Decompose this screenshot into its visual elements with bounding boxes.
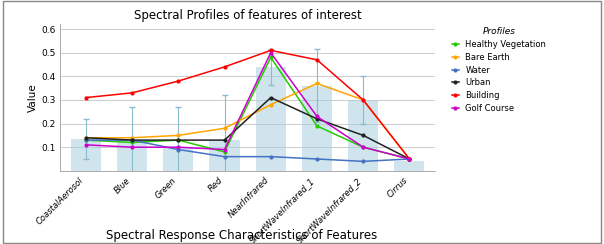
Urban [175, 139, 182, 142]
Urban [129, 139, 136, 142]
Building [267, 49, 274, 52]
Line: Healthy Vegetation: Healthy Vegetation [84, 55, 411, 161]
Golf Course [267, 51, 274, 54]
Building [221, 65, 228, 68]
Bar [394, 161, 425, 171]
Water [129, 139, 136, 142]
Bar [255, 67, 286, 171]
Bar [210, 140, 240, 171]
Text: Spectral Response Characteristics of Features: Spectral Response Characteristics of Fea… [106, 229, 378, 242]
Bar [302, 86, 332, 171]
Bare Earth [82, 136, 89, 139]
Urban [313, 117, 321, 120]
Line: Building: Building [84, 48, 411, 161]
Healthy Vegetation [267, 56, 274, 59]
Bar [348, 100, 378, 171]
Healthy Vegetation [313, 124, 321, 127]
Building [406, 158, 413, 161]
Water [313, 158, 321, 161]
Urban [221, 139, 228, 142]
Building [82, 96, 89, 99]
Title: Spectral Profiles of features of interest: Spectral Profiles of features of interes… [133, 9, 362, 22]
Bare Earth [313, 82, 321, 85]
Building [129, 92, 136, 94]
Bar [163, 147, 193, 171]
Building [359, 99, 367, 102]
Healthy Vegetation [129, 141, 136, 144]
Bare Earth [359, 99, 367, 102]
Water [359, 160, 367, 163]
Golf Course [129, 146, 136, 149]
Urban [406, 158, 413, 161]
Line: Bare Earth: Bare Earth [84, 81, 411, 161]
Healthy Vegetation [221, 151, 228, 153]
Building [175, 80, 182, 82]
Healthy Vegetation [175, 139, 182, 142]
Water [175, 148, 182, 151]
Golf Course [175, 146, 182, 149]
Bare Earth [175, 134, 182, 137]
Water [221, 155, 228, 158]
Building [313, 58, 321, 61]
Bar [71, 139, 101, 171]
Healthy Vegetation [406, 158, 413, 161]
Water [82, 139, 89, 142]
Golf Course [313, 115, 321, 118]
Golf Course [221, 148, 228, 151]
Y-axis label: Value: Value [28, 83, 39, 112]
Golf Course [359, 146, 367, 149]
Healthy Vegetation [82, 139, 89, 142]
Line: Urban: Urban [84, 95, 411, 161]
Urban [267, 96, 274, 99]
Healthy Vegetation [359, 146, 367, 149]
Line: Water: Water [84, 138, 411, 163]
Bare Earth [406, 158, 413, 161]
Water [267, 155, 274, 158]
Golf Course [406, 158, 413, 161]
Line: Golf Course: Golf Course [84, 51, 411, 161]
Golf Course [82, 143, 89, 146]
Urban [82, 136, 89, 139]
Bare Earth [221, 127, 228, 130]
Bare Earth [267, 103, 274, 106]
Bare Earth [129, 136, 136, 139]
Urban [359, 134, 367, 137]
Legend: Healthy Vegetation, Bare Earth, Water, Urban, Building, Golf Course: Healthy Vegetation, Bare Earth, Water, U… [450, 26, 548, 114]
Water [406, 158, 413, 161]
Bar [117, 140, 147, 171]
